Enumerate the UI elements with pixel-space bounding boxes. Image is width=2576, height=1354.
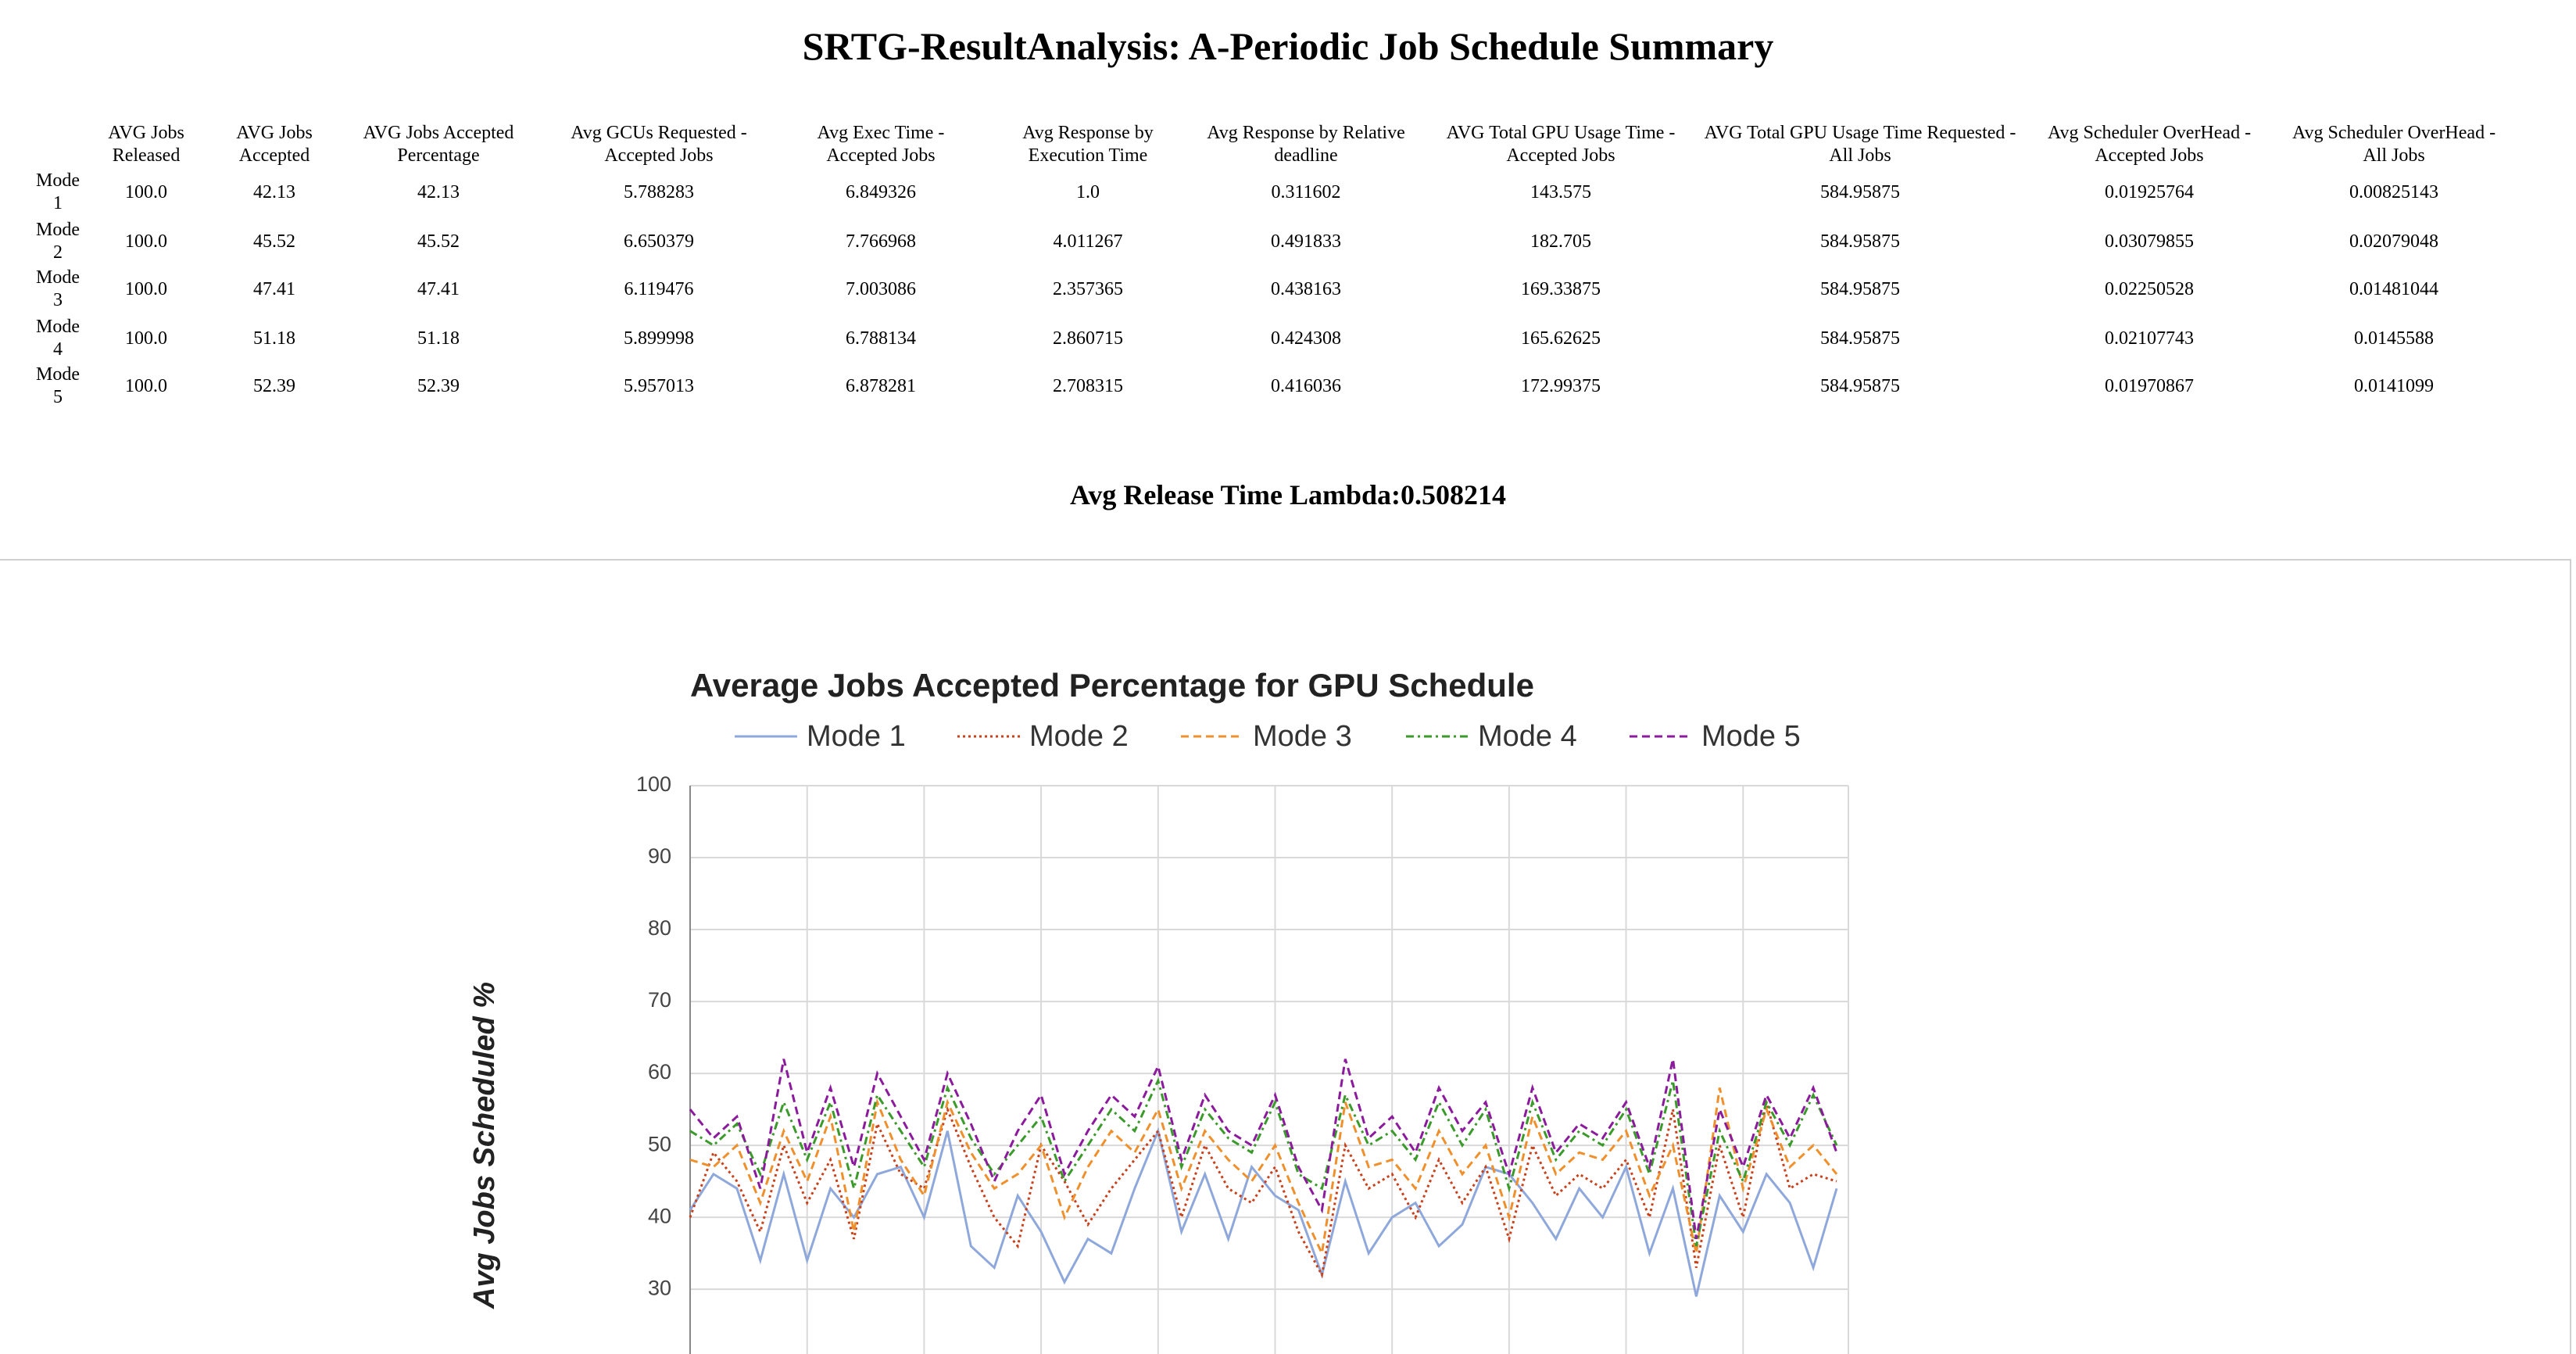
table-cell: 6.788134	[846, 328, 916, 349]
table-cell: 6.650379	[624, 231, 694, 252]
table-cell: 45.52	[253, 231, 295, 252]
table-cell: 182.705	[1530, 231, 1591, 252]
y-axis-label: Avg Jobs Scheduled %	[468, 982, 501, 1309]
table-cell: 2.357365	[1053, 278, 1123, 299]
table-cell: 143.575	[1530, 181, 1591, 202]
table-cell: 1.0	[1076, 181, 1100, 202]
table-cell: 5.957013	[624, 375, 694, 396]
row-label: Mode 3	[36, 267, 80, 310]
column-header: Avg Response by Relative deadline	[1207, 123, 1405, 166]
column-header: Avg Response by Execution Time	[1022, 123, 1154, 166]
table-cell: 584.95875	[1820, 328, 1900, 349]
column-header: Avg Exec Time - Accepted Jobs	[817, 123, 945, 166]
table-cell: 42.13	[253, 181, 295, 202]
table-cell: 584.95875	[1820, 181, 1900, 202]
column-header: AVG Total GPU Usage Time - Accepted Jobs	[1446, 123, 1676, 166]
table-cell: 2.708315	[1053, 375, 1123, 396]
data-line	[689, 1127, 1838, 1297]
table-cell: 0.438163	[1271, 278, 1341, 299]
row-label: Mode 2	[36, 220, 80, 263]
y-tick-label: 80	[648, 916, 671, 940]
table-cell: 584.95875	[1820, 278, 1900, 299]
data-line	[689, 1076, 1838, 1247]
table-cell: 0.03079855	[2105, 231, 2194, 252]
table-cell: 100.0	[125, 375, 167, 396]
column-header: Avg GCUs Requested - Accepted Jobs	[571, 123, 747, 166]
column-header: Avg Scheduler OverHead - All Jobs	[2292, 123, 2496, 166]
column-header: Avg Scheduler OverHead - Accepted Jobs	[2047, 123, 2252, 166]
table-cell: 165.62625	[1521, 328, 1601, 349]
legend-label: Mode 3	[1253, 720, 1352, 753]
y-tick-label: 70	[648, 988, 671, 1012]
column-header: AVG Jobs Accepted	[236, 123, 313, 166]
table-cell: 0.01925764	[2105, 181, 2194, 202]
column-header: AVG Total GPU Usage Time Requested - All…	[1704, 123, 2016, 166]
column-header: AVG Jobs Accepted Percentage	[363, 123, 514, 166]
table-cell: 0.01481044	[2349, 278, 2438, 299]
y-tick-label: 60	[648, 1060, 671, 1084]
data-line	[689, 1058, 1838, 1240]
table-cell: 45.52	[417, 231, 460, 252]
column-header: AVG Jobs Released	[108, 123, 184, 166]
y-tick-label: 50	[648, 1132, 671, 1155]
table-cell: 47.41	[253, 278, 295, 299]
row-label: Mode 5	[36, 364, 80, 407]
y-tick-label: 30	[648, 1276, 671, 1299]
table-cell: 51.18	[253, 328, 295, 349]
table-cell: 0.416036	[1271, 375, 1341, 396]
table-cell: 100.0	[125, 181, 167, 202]
table-cell: 7.003086	[846, 278, 916, 299]
table-cell: 0.00825143	[2349, 181, 2438, 202]
table-cell: 100.0	[125, 328, 167, 349]
table-cell: 0.491833	[1271, 231, 1341, 252]
table-cell: 0.0145588	[2354, 328, 2434, 349]
table-cell: 6.849326	[846, 181, 916, 202]
legend-label: Mode 4	[1478, 720, 1577, 753]
y-tick-label: 40	[648, 1204, 671, 1227]
table-cell: 172.99375	[1521, 375, 1601, 396]
table-cell: 0.01970867	[2105, 375, 2194, 396]
row-label: Mode 4	[36, 317, 80, 360]
table-cell: 5.899998	[624, 328, 694, 349]
row-label: Mode 1	[36, 170, 80, 213]
table-cell: 52.39	[417, 375, 460, 396]
table-cell: 0.02107743	[2105, 328, 2194, 349]
table-cell: 47.41	[417, 278, 460, 299]
table-cell: 584.95875	[1820, 375, 1900, 396]
table-cell: 584.95875	[1820, 231, 1900, 252]
table-cell: 0.311602	[1271, 181, 1341, 202]
data-line	[689, 1087, 1838, 1258]
table-cell: 4.011267	[1053, 231, 1123, 252]
page-title: SRTG-ResultAnalysis: A-Periodic Job Sche…	[802, 24, 1774, 68]
legend-label: Mode 5	[1701, 720, 1801, 753]
table-cell: 169.33875	[1521, 278, 1601, 299]
lambda-text: Avg Release Time Lambda:0.508214	[1070, 479, 1506, 510]
legend-label: Mode 1	[807, 720, 906, 753]
table-cell: 100.0	[125, 278, 167, 299]
legend-label: Mode 2	[1029, 720, 1129, 753]
table-cell: 52.39	[253, 375, 295, 396]
table-cell: 100.0	[125, 231, 167, 252]
table-cell: 51.18	[417, 328, 460, 349]
table-cell: 0.02079048	[2349, 231, 2438, 252]
table-cell: 0.02250528	[2105, 278, 2194, 299]
table-cell: 6.878281	[846, 375, 916, 396]
table-cell: 5.788283	[624, 181, 694, 202]
chart-container	[0, 559, 2571, 1354]
table-cell: 0.424308	[1271, 328, 1341, 349]
table-cell: 0.0141099	[2354, 375, 2434, 396]
chart-title: Average Jobs Accepted Percentage for GPU…	[690, 667, 1534, 704]
y-tick-label: 90	[648, 844, 671, 868]
table-cell: 2.860715	[1053, 328, 1123, 349]
table-cell: 7.766968	[846, 231, 916, 252]
y-tick-label: 100	[636, 772, 671, 796]
table-cell: 6.119476	[624, 278, 694, 299]
table-cell: 42.13	[417, 181, 460, 202]
